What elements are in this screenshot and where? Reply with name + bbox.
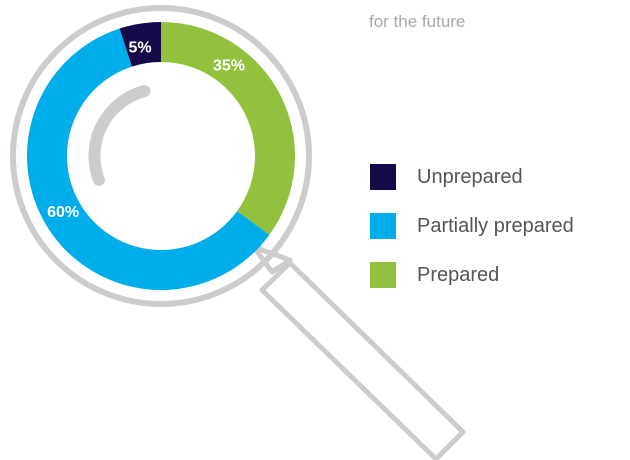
legend-item-unprepared: Unprepared <box>370 164 574 190</box>
donut-slice-unprepared <box>119 22 161 67</box>
legend-label-partially-prepared: Partially prepared <box>417 214 574 237</box>
donut-label-prepared: 35% <box>213 57 245 74</box>
legend-item-prepared: Prepared <box>370 262 574 288</box>
legend-swatch-unprepared <box>370 164 396 190</box>
chart-legend: Unprepared Partially prepared Prepared <box>370 164 574 311</box>
legend-item-partially-prepared: Partially prepared <box>370 213 574 239</box>
donut-slice-partially-prepared <box>26 28 270 291</box>
legend-swatch-prepared <box>370 262 396 288</box>
donut-label-partially-prepared: 60% <box>47 204 79 221</box>
donut-slices <box>26 22 295 291</box>
legend-swatch-partially-prepared <box>370 213 396 239</box>
donut-label-unprepared: 5% <box>128 40 151 57</box>
chart-subtitle: for the future <box>369 12 466 31</box>
legend-label-prepared: Prepared <box>417 263 500 286</box>
magnifier-handle-grip <box>259 260 466 460</box>
magnifier-rim <box>10 5 312 307</box>
donut-slice-prepared <box>161 22 295 235</box>
donut-labels: 35% 60% 5% <box>47 40 245 222</box>
legend-label-unprepared: Unprepared <box>417 165 523 188</box>
glass-glare-arc <box>88 85 151 186</box>
